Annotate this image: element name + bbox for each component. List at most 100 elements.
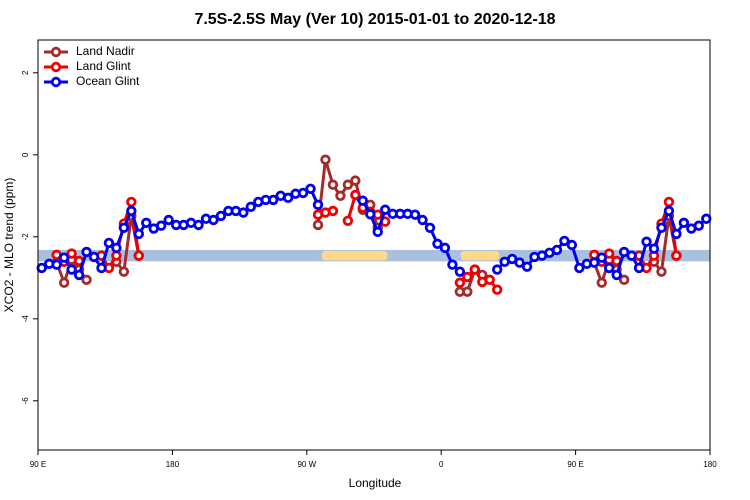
data-point xyxy=(342,215,354,227)
data-point xyxy=(454,266,466,277)
data-point xyxy=(484,274,495,286)
x-tick-label: 90 W xyxy=(297,460,316,469)
data-point xyxy=(66,248,77,259)
data-point xyxy=(447,259,458,270)
data-point xyxy=(462,271,473,283)
highlight-span xyxy=(460,250,500,261)
data-point xyxy=(268,194,279,206)
data-point xyxy=(208,214,219,226)
data-point xyxy=(215,210,227,222)
data-point xyxy=(297,187,309,199)
data-point xyxy=(693,220,704,231)
data-point xyxy=(357,195,368,206)
data-point xyxy=(671,250,682,261)
data-point xyxy=(618,274,630,286)
data-point xyxy=(133,250,144,261)
legend-label: Land Nadir xyxy=(76,44,135,58)
data-point xyxy=(342,179,354,190)
data-point xyxy=(51,259,62,270)
data-point xyxy=(312,199,324,211)
data-point xyxy=(111,242,122,254)
data-point xyxy=(282,192,294,204)
y-tick-label: 2 xyxy=(21,70,30,75)
data-point xyxy=(96,262,107,274)
data-point xyxy=(611,269,622,281)
data-point xyxy=(365,209,376,220)
data-point xyxy=(506,253,518,265)
data-point xyxy=(432,238,443,249)
data-point xyxy=(350,189,361,201)
data-point xyxy=(633,262,645,274)
data-point xyxy=(492,264,503,275)
data-point xyxy=(409,209,421,220)
x-tick-label: 90 E xyxy=(30,460,46,469)
data-point xyxy=(350,175,361,186)
data-point xyxy=(417,214,428,226)
legend-marker xyxy=(50,46,62,58)
data-point xyxy=(66,264,77,275)
data-point xyxy=(238,207,249,218)
data-point xyxy=(118,222,130,233)
data-point xyxy=(81,274,92,286)
x-tick-label: 0 xyxy=(439,460,444,469)
data-point xyxy=(88,251,100,263)
data-point xyxy=(305,183,316,195)
data-point xyxy=(126,205,137,217)
data-point xyxy=(618,246,630,258)
data-point xyxy=(126,196,137,208)
legend-label: Land Glint xyxy=(76,59,131,73)
data-point xyxy=(372,226,383,238)
data-point xyxy=(604,262,615,274)
y-tick-label: -6 xyxy=(21,397,30,405)
data-point xyxy=(559,235,570,247)
data-point xyxy=(454,277,466,288)
data-point xyxy=(320,154,331,165)
data-point xyxy=(380,204,391,215)
data-point xyxy=(589,257,600,268)
data-point xyxy=(671,228,682,240)
data-point xyxy=(701,213,712,224)
data-point xyxy=(656,222,667,233)
data-point xyxy=(141,217,152,229)
x-tick-label: 90 E xyxy=(567,460,583,469)
legend-marker xyxy=(50,76,62,88)
data-point xyxy=(648,243,660,254)
data-point xyxy=(551,244,563,256)
data-point xyxy=(81,246,92,258)
data-point xyxy=(118,266,130,277)
data-point xyxy=(73,269,85,281)
data-point xyxy=(133,228,144,240)
x-tick-label: 180 xyxy=(703,460,717,469)
data-point xyxy=(312,219,324,231)
y-tick-label: -2 xyxy=(21,233,30,241)
data-point xyxy=(574,262,585,274)
data-point xyxy=(327,205,339,217)
chart-title: 7.5S-2.5S May (Ver 10) 2015-01-01 to 202… xyxy=(194,11,555,28)
data-point xyxy=(663,205,675,217)
data-point xyxy=(663,196,675,208)
y-tick-label: 0 xyxy=(21,152,30,157)
data-point xyxy=(103,237,115,249)
legend-marker xyxy=(50,61,62,73)
data-point xyxy=(469,264,480,275)
data-point xyxy=(514,257,525,268)
data-point xyxy=(439,242,451,254)
data-point xyxy=(604,248,615,259)
data-point xyxy=(193,219,204,231)
x-tick-label: 180 xyxy=(166,460,180,469)
x-axis-label: Longitude xyxy=(349,476,402,490)
data-point xyxy=(462,286,473,297)
data-point xyxy=(58,252,70,263)
data-point xyxy=(566,239,578,251)
data-point xyxy=(492,284,503,295)
y-tick-label: -4 xyxy=(21,315,30,323)
data-point xyxy=(245,201,256,213)
data-point xyxy=(58,277,70,288)
plot-frame xyxy=(37,39,711,451)
data-point xyxy=(163,214,174,226)
data-point xyxy=(596,277,607,288)
data-point xyxy=(626,250,637,261)
data-point xyxy=(424,222,436,233)
data-point xyxy=(521,261,533,272)
